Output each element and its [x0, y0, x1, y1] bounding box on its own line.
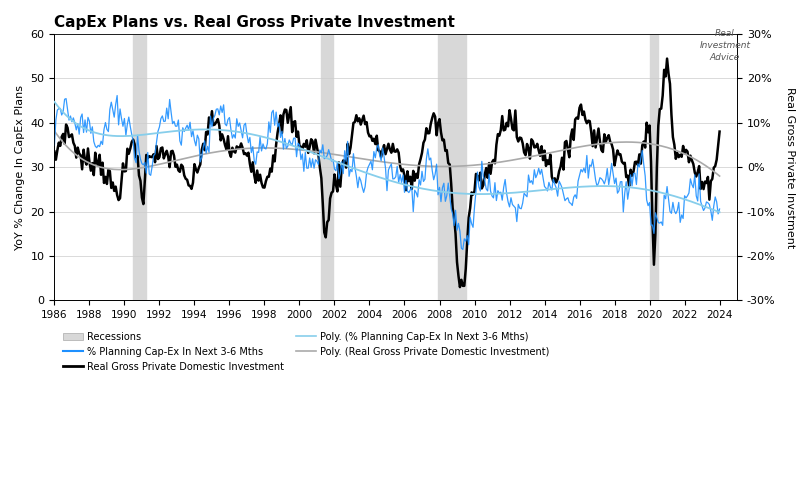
Bar [322, 34, 333, 300]
Legend: Recessions, % Planning Cap-Ex In Next 3-6 Mths, Real Gross Private Domestic Inve: Recessions, % Planning Cap-Ex In Next 3-… [59, 328, 554, 376]
Text: Real
Investment
Advice: Real Investment Advice [700, 29, 750, 62]
Bar [650, 34, 659, 300]
Text: CapEx Plans vs. Real Gross Private Investment: CapEx Plans vs. Real Gross Private Inves… [54, 15, 455, 30]
Bar [438, 34, 466, 300]
Y-axis label: YoY % Change In CapEx Plans: YoY % Change In CapEx Plans [15, 85, 25, 250]
Y-axis label: Real Gross Private Invstment: Real Gross Private Invstment [785, 87, 795, 248]
Bar [133, 34, 147, 300]
